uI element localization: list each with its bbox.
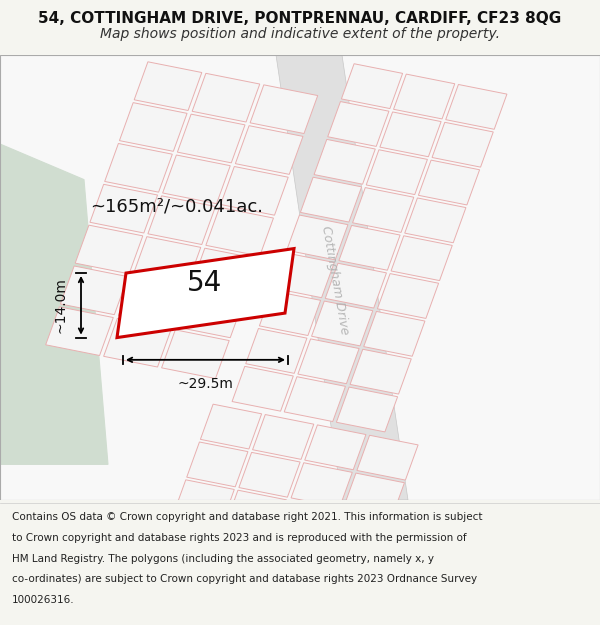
Polygon shape	[221, 166, 288, 215]
Polygon shape	[200, 404, 262, 449]
Polygon shape	[316, 549, 377, 594]
Polygon shape	[0, 55, 600, 500]
Polygon shape	[364, 311, 425, 356]
Polygon shape	[328, 102, 389, 146]
Text: ~165m²/~0.041ac.: ~165m²/~0.041ac.	[91, 198, 263, 215]
Polygon shape	[119, 102, 187, 151]
Polygon shape	[418, 160, 479, 205]
Polygon shape	[298, 339, 359, 384]
Polygon shape	[246, 329, 307, 373]
Text: ~14.0m: ~14.0m	[54, 278, 68, 333]
Polygon shape	[446, 84, 507, 129]
Polygon shape	[148, 196, 215, 244]
Polygon shape	[161, 330, 229, 379]
Polygon shape	[0, 144, 108, 464]
Polygon shape	[133, 237, 201, 286]
Polygon shape	[259, 291, 320, 336]
Text: Cottingham Drive: Cottingham Drive	[319, 224, 351, 335]
Polygon shape	[432, 122, 493, 167]
Polygon shape	[134, 62, 202, 111]
Polygon shape	[405, 198, 466, 242]
Polygon shape	[104, 144, 172, 192]
Text: co-ordinates) are subject to Crown copyright and database rights 2023 Ordnance S: co-ordinates) are subject to Crown copyr…	[12, 574, 477, 584]
Polygon shape	[160, 518, 221, 562]
Polygon shape	[314, 139, 375, 184]
Polygon shape	[253, 414, 314, 459]
Polygon shape	[273, 253, 334, 298]
Polygon shape	[187, 442, 248, 487]
Polygon shape	[250, 85, 318, 134]
Text: ~29.5m: ~29.5m	[178, 377, 233, 391]
Text: HM Land Registry. The polygons (including the associated geometry, namely x, y: HM Land Registry. The polygons (includin…	[12, 554, 434, 564]
Polygon shape	[117, 249, 294, 338]
Polygon shape	[235, 126, 303, 174]
Polygon shape	[287, 215, 348, 260]
Polygon shape	[325, 263, 386, 308]
Polygon shape	[301, 177, 362, 222]
Polygon shape	[380, 112, 441, 157]
Polygon shape	[339, 226, 400, 270]
Text: Contains OS data © Crown copyright and database right 2021. This information is : Contains OS data © Crown copyright and d…	[12, 512, 482, 522]
Polygon shape	[173, 480, 234, 524]
Polygon shape	[343, 473, 404, 518]
Polygon shape	[118, 278, 186, 326]
Polygon shape	[311, 301, 373, 346]
Polygon shape	[191, 248, 259, 297]
Polygon shape	[341, 64, 403, 109]
Text: 100026316.: 100026316.	[12, 595, 74, 605]
Polygon shape	[75, 225, 143, 274]
Polygon shape	[163, 155, 230, 204]
Polygon shape	[225, 490, 286, 535]
Polygon shape	[264, 538, 325, 583]
Polygon shape	[277, 501, 338, 546]
Polygon shape	[357, 435, 418, 480]
Polygon shape	[206, 208, 274, 256]
Polygon shape	[353, 188, 414, 232]
Polygon shape	[284, 377, 346, 421]
Polygon shape	[305, 425, 366, 470]
Polygon shape	[276, 55, 408, 500]
Text: to Crown copyright and database rights 2023 and is reproduced with the permissio: to Crown copyright and database rights 2…	[12, 533, 467, 543]
Polygon shape	[104, 318, 171, 367]
Polygon shape	[350, 349, 411, 394]
Polygon shape	[90, 184, 158, 233]
Polygon shape	[232, 366, 293, 411]
Polygon shape	[391, 236, 452, 281]
Polygon shape	[46, 307, 113, 356]
Text: 54: 54	[187, 269, 221, 297]
Polygon shape	[394, 74, 455, 119]
Polygon shape	[178, 114, 245, 163]
Polygon shape	[239, 452, 300, 497]
Polygon shape	[377, 274, 439, 318]
Polygon shape	[212, 528, 273, 573]
Text: Map shows position and indicative extent of the property.: Map shows position and indicative extent…	[100, 28, 500, 41]
Polygon shape	[176, 289, 244, 338]
Polygon shape	[366, 150, 427, 194]
Polygon shape	[192, 73, 260, 122]
Polygon shape	[337, 387, 398, 432]
Polygon shape	[291, 462, 352, 508]
Polygon shape	[61, 266, 128, 314]
Polygon shape	[329, 511, 391, 556]
Text: 54, COTTINGHAM DRIVE, PONTPRENNAU, CARDIFF, CF23 8QG: 54, COTTINGHAM DRIVE, PONTPRENNAU, CARDI…	[38, 11, 562, 26]
